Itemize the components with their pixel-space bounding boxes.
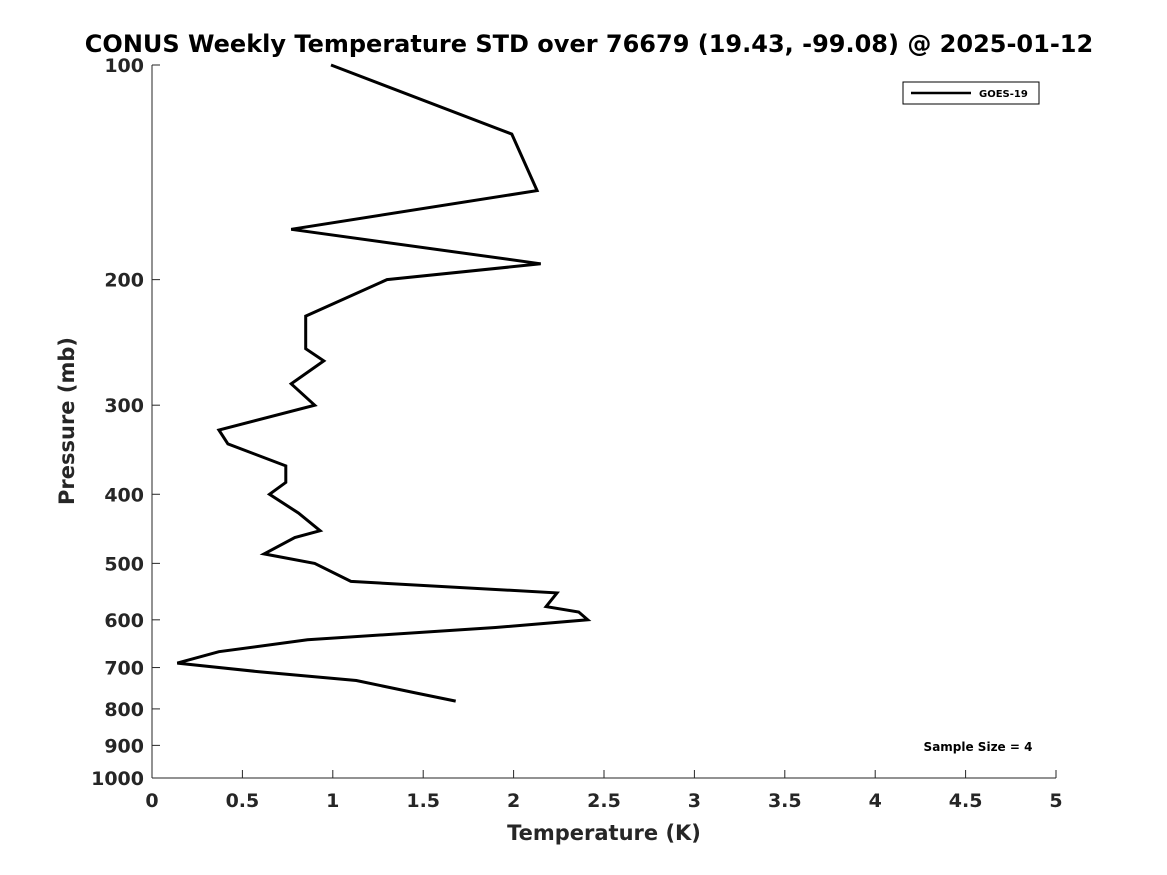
- x-tick-label: 4.5: [949, 790, 983, 812]
- x-tick-label: 1.5: [406, 790, 440, 812]
- x-tick-label: 4: [869, 790, 882, 812]
- y-tick-label: 600: [104, 610, 144, 632]
- x-tick-label: 3: [688, 790, 701, 812]
- y-tick-label: 300: [104, 395, 144, 417]
- y-axis: 100 200 300 400 500 600 700 800 900 1000: [91, 55, 160, 790]
- y-tick-label: 100: [104, 55, 144, 77]
- x-tick-label: 0: [145, 790, 158, 812]
- legend: GOES-19: [902, 81, 1040, 105]
- x-tick-label: 5: [1049, 790, 1062, 812]
- legend-label-goes-19: GOES-19: [979, 89, 1028, 100]
- y-tick-label: 500: [104, 553, 144, 575]
- y-tick-label: 1000: [91, 768, 144, 790]
- x-tick-label: 2.5: [587, 790, 621, 812]
- x-tick-label: 3.5: [768, 790, 802, 812]
- x-tick-label: 2: [507, 790, 520, 812]
- chart-title: CONUS Weekly Temperature STD over 76679 …: [85, 30, 1093, 58]
- x-axis: 0 0.5 1 1.5 2 2.5 3 3.5 4 4.5 5: [145, 770, 1063, 812]
- sample-size-annotation: Sample Size = 4: [924, 740, 1033, 754]
- x-tick-label: 0.5: [226, 790, 260, 812]
- series-layer: [176, 63, 592, 703]
- x-tick-label: 1: [326, 790, 339, 812]
- y-tick-label: 700: [104, 658, 144, 680]
- y-tick-label: 200: [104, 270, 144, 292]
- y-axis-label: Pressure (mb): [55, 337, 79, 505]
- y-tick-label: 900: [104, 735, 144, 757]
- x-axis-label: Temperature (K): [507, 821, 701, 845]
- y-tick-label: 400: [104, 484, 144, 506]
- y-tick-label: 800: [104, 699, 144, 721]
- series-line-goes-19: [176, 63, 592, 703]
